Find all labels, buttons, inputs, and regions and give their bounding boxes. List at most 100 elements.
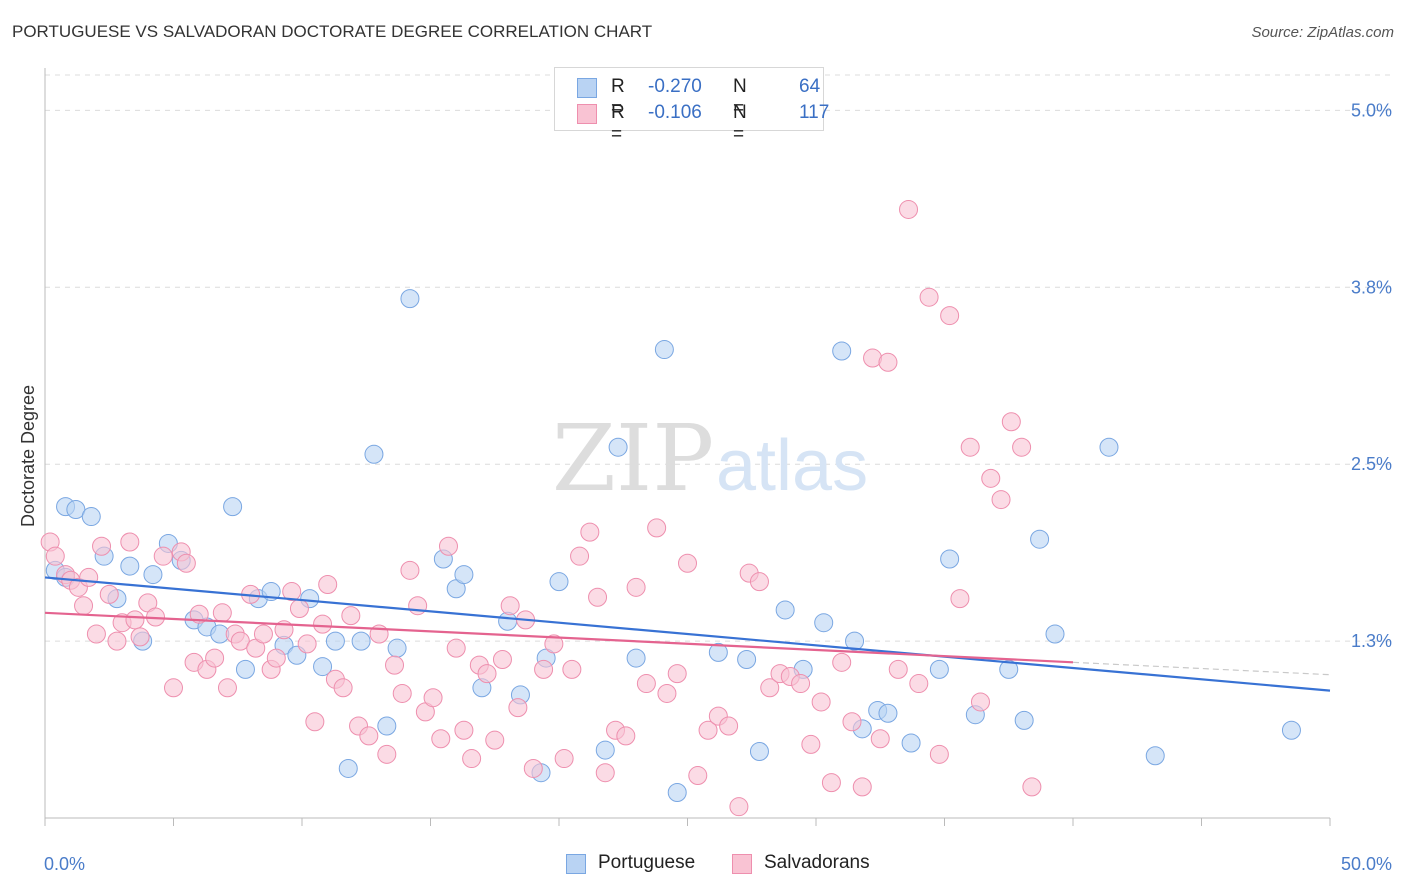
salvadoran-point	[359, 726, 379, 746]
salvadoran-point	[212, 603, 232, 623]
portuguese-point	[325, 631, 345, 651]
watermark: ZIP atlas	[552, 405, 868, 512]
salvadoran-point	[1022, 777, 1042, 797]
portuguese-point	[940, 549, 960, 569]
salvadoran-point	[870, 729, 890, 749]
portuguese-point	[901, 733, 921, 753]
y-tick-label: 2.5%	[1351, 454, 1392, 474]
salvadoran-point	[92, 536, 112, 556]
salvadoran-point	[616, 726, 636, 746]
data-points	[40, 199, 1301, 817]
salvadoran-point	[153, 546, 173, 566]
salvadoran-point	[588, 587, 608, 607]
salvadoran-point	[125, 610, 145, 630]
portuguese-point	[66, 499, 86, 519]
portuguese-point	[235, 659, 255, 679]
portuguese-point	[143, 565, 163, 585]
salvadoran-point	[950, 589, 970, 609]
portuguese-point	[387, 638, 407, 658]
portuguese-swatch	[566, 854, 586, 874]
salvadoran-point	[940, 306, 960, 326]
portuguese-point	[1014, 710, 1034, 730]
salvadoran-point	[570, 546, 590, 566]
portuguese-point	[1045, 624, 1065, 644]
salvadoran-point	[107, 631, 127, 651]
portuguese-swatch	[577, 78, 597, 98]
portuguese-point	[351, 631, 371, 651]
x-tick-label: 0.0%	[44, 854, 85, 874]
y-tick-label: 5.0%	[1351, 100, 1392, 120]
salvadoran-point	[130, 627, 150, 647]
portuguese-point	[775, 600, 795, 620]
salvadoran-point	[45, 546, 65, 566]
portuguese-point	[667, 783, 687, 803]
salvadoran-point	[811, 692, 831, 712]
salvadoran-point	[909, 674, 929, 694]
salvadoran-point	[832, 652, 852, 672]
x-tick-label: 50.0%	[1341, 854, 1392, 874]
portuguese-point	[749, 741, 769, 761]
portuguese-point	[929, 659, 949, 679]
y-tick-label: 1.3%	[1351, 631, 1392, 651]
correlation-legend: R = -0.270 N = 64 R = -0.106 N = 117	[554, 67, 829, 145]
portuguese-point	[814, 613, 834, 633]
salvadoran-point	[392, 683, 412, 703]
salvadoran-point	[647, 518, 667, 538]
portuguese-trend-line	[44, 576, 1331, 692]
portuguese-point	[845, 631, 865, 651]
salvadoran-point	[99, 584, 119, 604]
salvadoran-point	[333, 678, 353, 698]
salvadoran-point	[960, 437, 980, 457]
salvadoran-point	[266, 648, 286, 668]
salvadoran-point	[313, 614, 333, 634]
salvadoran-point	[842, 712, 862, 732]
salvadoran-point	[801, 734, 821, 754]
salvadoran-point	[217, 678, 237, 698]
salvadoran-point	[929, 744, 949, 764]
salvadoran-point	[385, 655, 405, 675]
salvadoran-point	[626, 577, 646, 597]
salvadoran-point	[492, 649, 512, 669]
portuguese-point	[1099, 437, 1119, 457]
salvadoran-point	[595, 763, 615, 783]
portuguese-point	[498, 611, 518, 631]
salvadoran-point	[554, 749, 574, 769]
salvadoran-point	[297, 634, 317, 654]
portuguese-point	[364, 444, 384, 464]
source-note: Source: ZipAtlas.com	[1251, 24, 1394, 41]
salvadoran-point	[534, 659, 554, 679]
salvadoran-point	[431, 729, 451, 749]
salvadoran-point	[888, 659, 908, 679]
portuguese-point	[832, 341, 852, 361]
salvadoran-point	[462, 749, 482, 769]
trend-lines	[44, 576, 1331, 692]
portuguese-point	[626, 648, 646, 668]
salvadoran-point	[74, 596, 94, 616]
r-value: -0.270	[648, 76, 702, 97]
portuguese-point	[737, 649, 757, 669]
portuguese-point	[377, 716, 397, 736]
r-label: R =	[611, 102, 625, 145]
salvadoran-trend-line	[44, 611, 1074, 664]
salvadoran-point	[919, 287, 939, 307]
portuguese-point	[549, 572, 569, 592]
portuguese-point	[999, 659, 1019, 679]
salvadoran-point	[970, 692, 990, 712]
portuguese-point	[223, 497, 243, 517]
grid-lines	[45, 74, 1392, 642]
salvadoran-point	[580, 522, 600, 542]
salvadoran-point	[400, 560, 420, 580]
salvadoran-point	[981, 468, 1001, 488]
salvadoran-point	[176, 553, 196, 573]
legend-label: Portuguese	[598, 852, 696, 873]
salvadoran-point	[719, 716, 739, 736]
salvadoran-point	[899, 199, 919, 219]
legend-label: Salvadorans	[764, 852, 870, 873]
salvadoran-point	[760, 678, 780, 698]
n-value: 64	[799, 76, 821, 97]
salvadoran-point	[446, 638, 466, 658]
salvadoran-point	[341, 606, 361, 626]
salvadoran-point	[500, 596, 520, 616]
salvadoran-point	[189, 604, 209, 624]
